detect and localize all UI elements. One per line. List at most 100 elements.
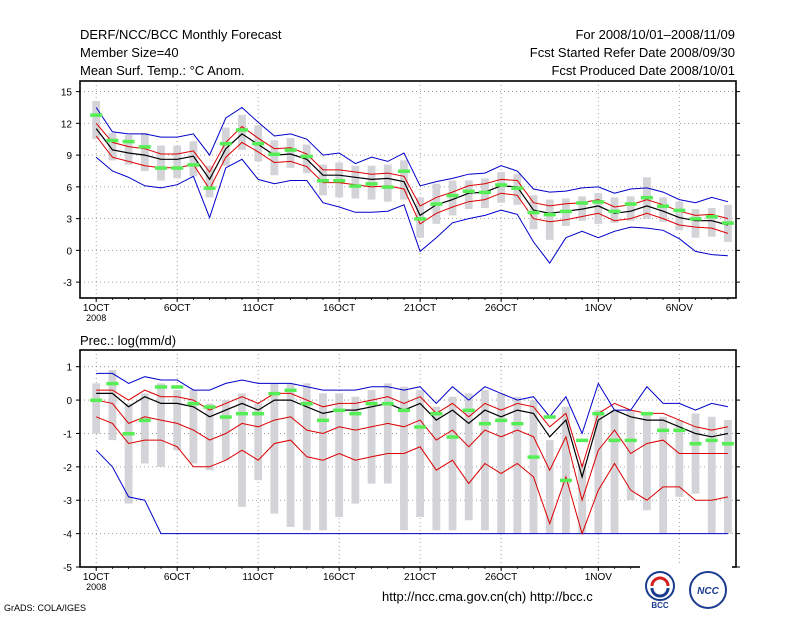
prec-median-marker bbox=[138, 418, 151, 423]
prec-median-marker bbox=[576, 438, 589, 443]
prec-spread-box bbox=[497, 393, 506, 534]
temp-median-marker bbox=[219, 141, 232, 146]
prec-spread-box bbox=[626, 410, 635, 501]
temp-median-marker bbox=[414, 217, 427, 221]
temp-median-marker bbox=[559, 209, 572, 214]
variable-label: Mean Surf. Temp.: °C Anom. bbox=[80, 63, 245, 78]
temp-median-marker bbox=[462, 189, 475, 194]
temp-median-marker bbox=[430, 202, 443, 206]
prec-spread-box bbox=[367, 390, 376, 484]
prec-median-marker bbox=[527, 455, 540, 459]
prec-spread-box bbox=[383, 383, 392, 484]
prec-median-marker bbox=[365, 401, 378, 406]
temp-xtick-label: 1NOV bbox=[585, 303, 613, 314]
temp-xtick-label: 1OCT bbox=[83, 303, 110, 314]
temp-median-marker bbox=[640, 195, 653, 200]
temp-spread-box bbox=[464, 180, 473, 210]
prec-xtick-label: 1NOV bbox=[585, 572, 613, 583]
prec-upper_outer-line bbox=[96, 372, 729, 435]
prec-spread-box bbox=[205, 403, 214, 471]
prec-ytick-label: -1 bbox=[63, 429, 72, 440]
temp-ytick-label: 3 bbox=[66, 215, 72, 226]
temp-median-marker bbox=[446, 193, 459, 198]
prec-title: Prec.: log(mm/d) bbox=[80, 333, 176, 348]
prec-spread-box bbox=[92, 383, 101, 434]
prec-spread-box bbox=[594, 410, 603, 534]
temp-spread-box bbox=[286, 138, 295, 168]
temp-median-marker bbox=[300, 154, 313, 159]
temp-ytick-label: -3 bbox=[63, 278, 72, 289]
temp-spread-box bbox=[270, 140, 279, 176]
temp-spread-box bbox=[659, 197, 667, 222]
temp-frame bbox=[79, 80, 737, 299]
prec-median-marker bbox=[203, 405, 216, 409]
temp-spread-box bbox=[594, 193, 603, 224]
temp-median-marker bbox=[511, 186, 524, 190]
prec-median-marker bbox=[219, 415, 232, 419]
temp-median-marker bbox=[592, 200, 605, 204]
prec-median-marker bbox=[349, 411, 362, 416]
prec-median-marker bbox=[705, 438, 718, 443]
prec-median-marker bbox=[154, 385, 167, 389]
temp-spread-box bbox=[497, 172, 506, 203]
prec-median-marker bbox=[624, 438, 637, 443]
prec-xtick-label: 6OCT bbox=[164, 572, 191, 583]
prec-ytick-label: 0 bbox=[66, 396, 72, 407]
prec-median-marker bbox=[721, 441, 734, 446]
chart-title: DERF/NCC/BCC Monthly Forecast bbox=[80, 27, 282, 42]
prec-median-marker bbox=[640, 411, 653, 416]
prec-spread-box bbox=[254, 403, 263, 481]
prec-median-marker bbox=[608, 438, 621, 443]
temp-median-marker bbox=[689, 217, 702, 221]
prec-spread-box bbox=[173, 390, 182, 451]
temp-median-marker bbox=[90, 113, 103, 117]
prec-ytick-label: -5 bbox=[63, 563, 72, 574]
prec-lower_outer-line bbox=[95, 449, 728, 535]
temp-upper_inner-line bbox=[95, 122, 729, 220]
prec-spread-box bbox=[675, 420, 684, 497]
bcc-logo-icon: BCC bbox=[645, 571, 675, 610]
temp-median-marker bbox=[608, 209, 621, 214]
temp-spread-box bbox=[448, 180, 457, 216]
prec-median-marker bbox=[430, 411, 443, 416]
prec-spread-box bbox=[124, 403, 133, 504]
temp-median-marker bbox=[721, 221, 734, 225]
prec-median-marker bbox=[559, 478, 572, 483]
prec-median-marker bbox=[268, 391, 281, 396]
temp-median-marker bbox=[397, 169, 410, 173]
prec-median-marker bbox=[90, 398, 103, 403]
temp-median-marker bbox=[495, 183, 508, 187]
temp-median-marker bbox=[138, 145, 151, 149]
prec-median-marker bbox=[446, 435, 459, 439]
temp-spread-box bbox=[92, 101, 101, 140]
temp-median-marker bbox=[624, 202, 637, 206]
temp-upper_outer-line bbox=[95, 106, 729, 204]
temp-ytick-label: 9 bbox=[66, 151, 72, 162]
prec-ytick-label: -3 bbox=[63, 496, 72, 507]
temp-median-marker bbox=[543, 212, 556, 217]
temp-median-marker bbox=[106, 138, 119, 143]
temp-spread-box bbox=[205, 165, 214, 198]
temp-median-marker bbox=[252, 141, 265, 146]
prec-median-marker bbox=[235, 411, 248, 416]
temp-spread-box bbox=[626, 196, 635, 221]
prec-median-marker bbox=[333, 408, 346, 413]
prec-ytick-label: 1 bbox=[66, 363, 72, 374]
prec-ytick-label: -2 bbox=[63, 463, 72, 474]
prec-spread-box bbox=[529, 400, 538, 534]
temp-spread-box bbox=[707, 208, 716, 237]
prec-spread-box bbox=[108, 370, 117, 441]
temp-spread-box bbox=[108, 132, 117, 161]
prec-ytick-label: -4 bbox=[63, 530, 72, 541]
prec-spread-box bbox=[448, 396, 457, 531]
temp-median-marker bbox=[657, 204, 670, 208]
temp-spread-box bbox=[157, 145, 165, 181]
prec-xtick-label: 16OCT bbox=[323, 572, 355, 583]
prec-spread-box bbox=[221, 400, 230, 461]
forecast-period: For 2008/10/01–2008/11/09 bbox=[575, 27, 735, 42]
temp-median-marker bbox=[284, 148, 297, 152]
prec-spread-box bbox=[286, 383, 295, 527]
temp-ytick-label: 6 bbox=[66, 183, 72, 194]
temp-median-marker bbox=[576, 201, 589, 205]
